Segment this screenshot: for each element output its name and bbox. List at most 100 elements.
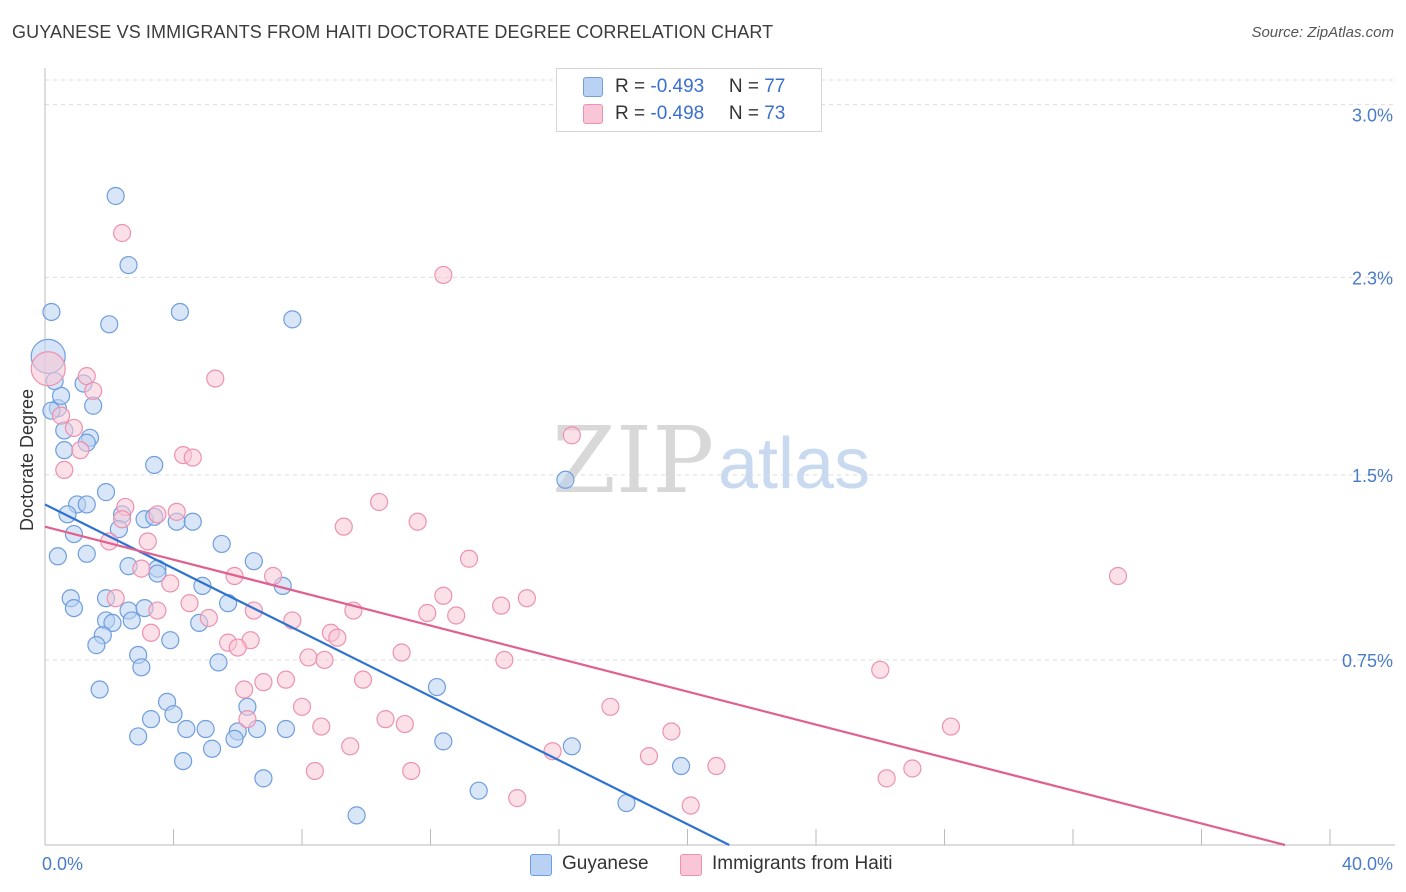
haiti-point [292, 697, 312, 716]
guyanese-point [161, 631, 180, 650]
guyanese-point [219, 594, 238, 613]
haiti-point [681, 796, 700, 815]
guyanese-point [48, 547, 67, 566]
n-value-haiti: 73 [764, 103, 786, 124]
haiti-point [235, 680, 254, 699]
haiti-point [903, 759, 922, 778]
points-layer [30, 186, 1128, 825]
haiti-point [299, 648, 318, 667]
guyanese-point [55, 441, 74, 460]
haiti-point [492, 596, 511, 615]
guyanese-point [562, 737, 581, 756]
haiti-point [112, 510, 132, 529]
guyanese-point [177, 719, 196, 739]
guyanese-point [42, 302, 61, 322]
guyanese-point [434, 732, 453, 751]
haiti-point [341, 737, 360, 756]
haiti-point [517, 589, 536, 608]
source-label: Source: ZipAtlas.com [1251, 24, 1394, 41]
haiti-point [402, 761, 421, 781]
haiti-point [138, 532, 157, 551]
grid-layer [45, 79, 1395, 661]
haiti-point [148, 601, 167, 620]
haiti-point [161, 574, 180, 593]
haiti-point [392, 643, 411, 662]
haiti-point [1108, 566, 1128, 586]
guyanese-point [145, 455, 164, 475]
y-tick-label: 3.0% [1352, 106, 1393, 126]
watermark-atlas: atlas [718, 424, 870, 504]
haiti-point [141, 623, 161, 642]
y-axis-title: Doctorate Degree [17, 389, 37, 531]
haiti-point [228, 638, 247, 657]
trend-layer [44, 503, 1286, 847]
guyanese-point [106, 186, 125, 206]
haiti-point [199, 608, 218, 628]
guyanese-point [174, 751, 193, 771]
guyanese-point [119, 255, 138, 275]
guyanese-point [58, 505, 77, 524]
haiti-point [495, 650, 514, 670]
haiti-point [459, 549, 479, 568]
haiti-point [254, 673, 273, 692]
guyanese-point [671, 756, 691, 776]
x-tick-label: 40.0% [1342, 854, 1393, 874]
r-value-guyanese: -0.493 [650, 76, 705, 97]
y-tick-label: 1.5% [1352, 466, 1393, 486]
guyanese-point [77, 495, 96, 514]
guyanese-point [100, 315, 119, 334]
haiti-point [51, 406, 71, 425]
chart-title: GUYANESE VS IMMIGRANTS FROM HAITI DOCTOR… [12, 22, 774, 42]
guyanese-point [170, 302, 190, 322]
haiti-point [408, 512, 427, 531]
r-value-haiti: -0.498 [650, 103, 705, 124]
axis-layer [44, 68, 1395, 846]
pink-swatch [583, 104, 603, 124]
haiti-point [334, 517, 353, 536]
haiti-point [106, 589, 125, 608]
haiti-point [112, 223, 132, 243]
legend-pink-swatch [680, 854, 702, 876]
legend-label-haiti: Immigrants from Haiti [712, 853, 893, 874]
haiti-trend-line [44, 525, 1286, 847]
haiti-point [639, 747, 659, 766]
guyanese-point [122, 611, 141, 630]
guyanese-point [129, 727, 148, 746]
haiti-point [328, 628, 347, 647]
guyanese-point [209, 653, 228, 672]
guyanese-point [244, 552, 263, 571]
guyanese-point [347, 806, 366, 825]
guyanese-point [276, 719, 296, 739]
haiti-point [662, 722, 681, 741]
haiti-point [167, 502, 186, 521]
x-tick-label: 0.0% [42, 854, 83, 874]
guyanese-point [183, 512, 202, 531]
haiti-point [877, 769, 896, 788]
haiti-point [434, 265, 453, 285]
haiti-point [132, 559, 151, 578]
label-layer: 0.75% 1.5% 2.3% 3.0% 0.0% 40.0% [42, 106, 1393, 874]
guyanese-point [96, 483, 116, 502]
guyanese-point [427, 677, 447, 697]
guyanese-point [556, 470, 575, 489]
haiti-point [707, 756, 726, 776]
n-label: N = [728, 103, 765, 124]
haiti-point [315, 650, 334, 670]
guyanese-point [212, 534, 231, 554]
guyanese-point [77, 544, 96, 563]
haiti-point [562, 426, 581, 445]
guyanese-point [202, 739, 222, 758]
y-tick-label: 2.3% [1352, 268, 1393, 288]
watermark-zip: ZIP [552, 407, 714, 514]
haiti-point [276, 670, 296, 689]
haiti-point [370, 492, 389, 512]
haiti-point [183, 448, 202, 467]
haiti-point [376, 710, 395, 729]
guyanese-point [225, 729, 244, 748]
haiti-point [238, 710, 257, 729]
guyanese-point [283, 310, 302, 329]
blue-swatch [583, 77, 603, 97]
legend-blue-swatch [530, 854, 552, 876]
guyanese-point [64, 598, 84, 618]
y-tick-label: 0.75% [1342, 651, 1393, 671]
